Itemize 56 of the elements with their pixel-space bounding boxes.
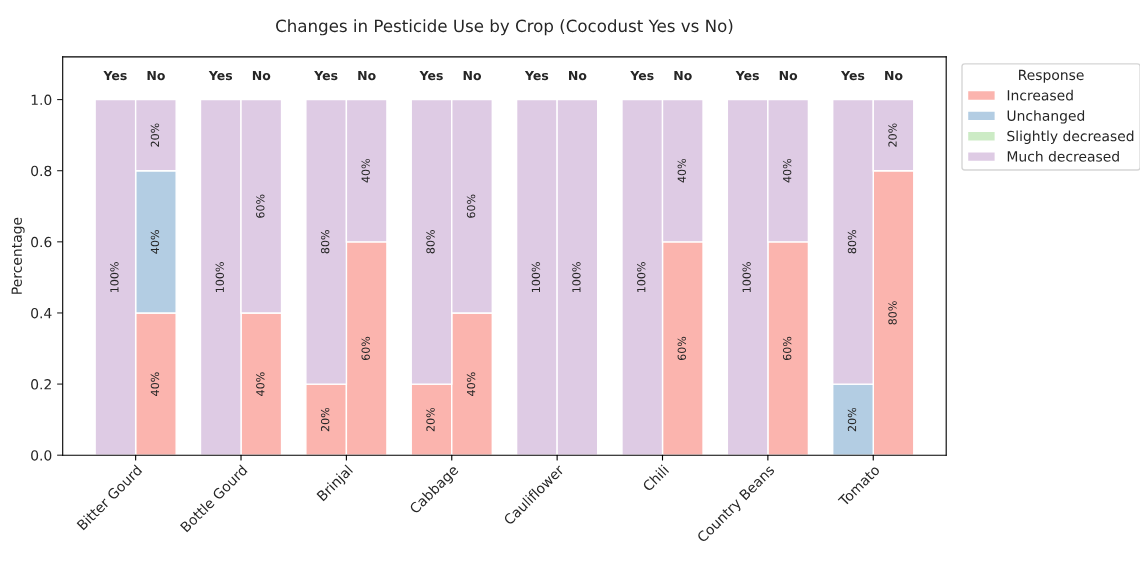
x-tick-label: Yes	[103, 70, 127, 81]
data-label: 100%	[637, 262, 646, 293]
x-tick-label: Yes	[419, 70, 443, 81]
data-label: 20%	[888, 123, 897, 147]
legend-label: Slightly decreased	[1007, 130, 1134, 144]
y-tick-label: 0.2	[31, 379, 51, 390]
x-tick-label: No	[885, 70, 903, 81]
data-label: 100%	[572, 262, 581, 293]
data-label: 80%	[320, 230, 330, 254]
x-tick-label: No	[252, 70, 271, 81]
x-tick-label: Yes	[314, 70, 338, 81]
data-label: 100%	[110, 262, 119, 293]
y-tick-label: 0.4	[31, 307, 52, 319]
data-label: 60%	[466, 194, 476, 218]
x-tick-label: Yes	[735, 70, 759, 81]
data-label: 80%	[426, 230, 435, 254]
data-label: 40%	[256, 372, 265, 396]
legend-label: Increased	[1007, 89, 1073, 101]
y-tick-label: 0.0	[31, 450, 52, 461]
data-label: 40%	[677, 158, 686, 183]
data-label: 20%	[847, 407, 857, 432]
data-label: 20%	[320, 407, 330, 432]
y-tick-label: 1.0	[31, 94, 52, 106]
data-label: 40%	[150, 372, 160, 396]
data-label: 100%	[742, 262, 751, 293]
x-tick-label: No	[569, 70, 587, 81]
legend-title: Response	[1019, 69, 1084, 83]
data-label: 80%	[888, 301, 897, 325]
data-label: 100%	[531, 262, 541, 293]
x-tick-label: No	[674, 70, 692, 81]
x-tick-label: No	[358, 70, 376, 81]
x-tick-label: Yes	[630, 70, 654, 81]
data-label: 60%	[677, 336, 686, 361]
data-label: 40%	[782, 158, 792, 183]
data-label: 40%	[361, 158, 370, 183]
x-tick-label: No	[147, 70, 165, 81]
legend-label: Much decreased	[1007, 150, 1119, 162]
data-label: 60%	[361, 336, 370, 361]
x-tick-label: No	[779, 70, 798, 81]
data-label: 20%	[150, 123, 160, 147]
data-label: 20%	[426, 407, 435, 432]
y-axis-title: Percentage	[11, 217, 25, 294]
data-label: 100%	[215, 262, 224, 293]
data-label: 60%	[782, 336, 792, 361]
y-tick-label: 0.8	[31, 165, 52, 177]
data-label: 80%	[847, 230, 857, 254]
x-tick-label: Yes	[524, 70, 549, 81]
data-label: 60%	[256, 194, 265, 218]
y-tick-label: 0.6	[31, 236, 52, 248]
data-label: 40%	[466, 372, 476, 396]
x-tick-label: Yes	[840, 70, 865, 81]
chart-title: Changes in Pesticide Use by Crop (Cocodust Yes vs No)	[276, 19, 733, 36]
x-tick-label: No	[463, 70, 482, 81]
legend-label: Unchanged	[1007, 110, 1085, 124]
x-tick-label: Yes	[208, 70, 233, 81]
data-label: 40%	[150, 230, 160, 254]
